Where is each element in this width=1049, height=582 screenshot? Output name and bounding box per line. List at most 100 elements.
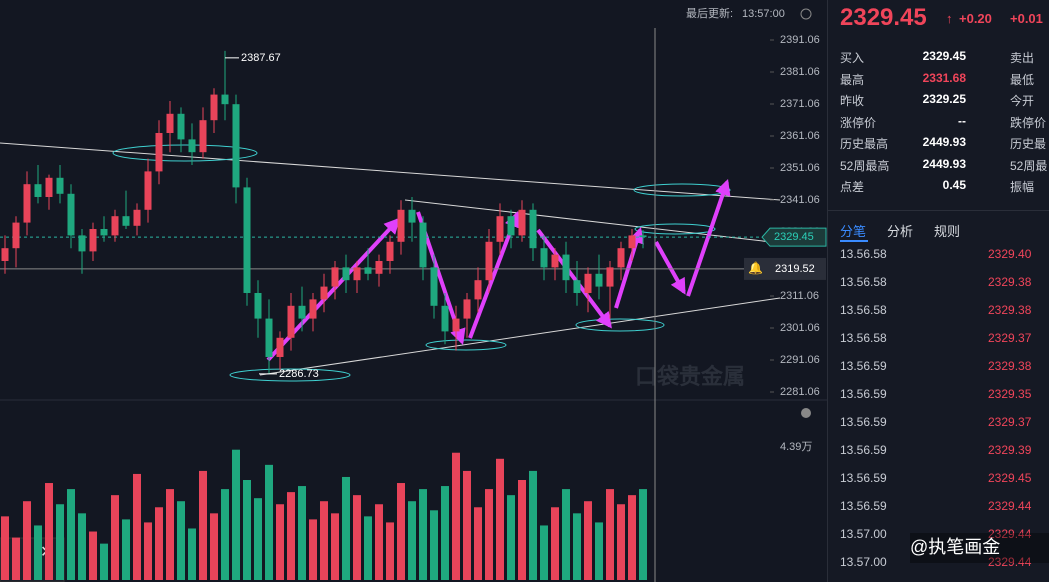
trade-price: 2329.37 bbox=[988, 331, 1032, 345]
volume-bar bbox=[265, 464, 273, 580]
y-tick-label: 2391.06 bbox=[780, 34, 820, 46]
volume-bar bbox=[342, 476, 350, 580]
trade-price: 2329.45 bbox=[988, 471, 1032, 485]
arrow bbox=[654, 241, 686, 295]
low-label: 2286.73 bbox=[279, 368, 319, 380]
candle-body bbox=[111, 216, 119, 236]
trade-time: 13.56.59 bbox=[840, 471, 887, 485]
trade-time: 13.56.58 bbox=[840, 303, 887, 317]
trade-time: 13.56.59 bbox=[840, 499, 887, 513]
candle-body bbox=[474, 280, 482, 300]
candle-body bbox=[419, 222, 427, 268]
volume-bar bbox=[496, 458, 504, 580]
trade-price: 2329.44 bbox=[988, 555, 1032, 569]
trend-line bbox=[404, 199, 781, 244]
volume-bar bbox=[364, 516, 372, 580]
trade-time: 13.56.59 bbox=[840, 415, 887, 429]
candle-body bbox=[243, 187, 251, 293]
candle-body bbox=[309, 299, 317, 319]
candle-body bbox=[573, 280, 581, 293]
trade-price: 2329.37 bbox=[988, 415, 1032, 429]
candle-body bbox=[232, 104, 240, 188]
candle-body bbox=[100, 228, 108, 236]
candle-body bbox=[342, 267, 350, 281]
volume-bar bbox=[56, 504, 64, 580]
row-value: 0.45 bbox=[942, 178, 966, 192]
watermark: 口袋贵金属 bbox=[635, 364, 745, 389]
quote-row: 历史最高 2449.93 历史最 bbox=[828, 131, 1049, 153]
volume-bar bbox=[408, 501, 416, 580]
volume-bar bbox=[595, 522, 603, 580]
close-icon[interactable] bbox=[801, 408, 811, 418]
row-label: 振幅 bbox=[1010, 180, 1035, 194]
row-label: 今开 bbox=[1010, 94, 1035, 108]
row-label: 跌停价 bbox=[1010, 115, 1047, 130]
row-label: 最高 bbox=[840, 72, 865, 87]
candle-body bbox=[133, 209, 141, 226]
candle-body bbox=[562, 254, 570, 281]
y-tick-label: 2351.06 bbox=[780, 162, 820, 174]
row-value: 2329.45 bbox=[922, 49, 966, 63]
candle-body bbox=[210, 94, 218, 121]
ellipse bbox=[112, 144, 258, 162]
arrow-up: ↑ bbox=[946, 11, 953, 26]
high-label: 2387.67 bbox=[241, 52, 281, 64]
trade-price: 2329.38 bbox=[988, 275, 1032, 289]
volume-bar bbox=[155, 507, 163, 580]
candle-body bbox=[298, 305, 306, 319]
volume-bar bbox=[89, 531, 97, 580]
trade-time: 13.56.58 bbox=[840, 247, 887, 261]
candle-body bbox=[584, 273, 592, 293]
trade-price: 2329.39 bbox=[988, 443, 1032, 457]
trade-time: 13.56.59 bbox=[840, 443, 887, 457]
refresh-icon[interactable] bbox=[800, 8, 812, 20]
trade-price: 2329.38 bbox=[988, 359, 1032, 373]
ellipse bbox=[229, 368, 351, 382]
volume-bar bbox=[430, 510, 438, 580]
candle-body bbox=[408, 209, 416, 223]
tab[interactable]: 分析 bbox=[887, 224, 914, 239]
candle-body bbox=[452, 318, 460, 332]
candle-body bbox=[276, 337, 284, 357]
volume-bar bbox=[210, 513, 218, 580]
credit: @执笔画金 bbox=[910, 533, 1049, 563]
volume-bar bbox=[606, 489, 614, 580]
volume-bar bbox=[485, 489, 493, 580]
candle-body bbox=[628, 235, 636, 249]
tab[interactable]: 分笔 bbox=[840, 224, 867, 239]
candle-body bbox=[12, 222, 20, 249]
volume-bar bbox=[617, 504, 625, 580]
candle-body bbox=[188, 139, 196, 153]
trade-time: 13.56.58 bbox=[840, 275, 887, 289]
candle-body bbox=[364, 267, 372, 274]
volume-bar bbox=[1, 516, 9, 580]
candle-body bbox=[375, 260, 383, 274]
volume-bar bbox=[331, 513, 339, 580]
row-value: 2329.25 bbox=[922, 92, 966, 106]
candle-body bbox=[353, 267, 361, 281]
volume-bar bbox=[177, 501, 185, 580]
candle-body bbox=[441, 305, 449, 332]
volume-bar bbox=[540, 525, 548, 580]
volume-bar bbox=[551, 507, 559, 580]
update-time: 13:57:00 bbox=[742, 8, 785, 20]
volume-bar bbox=[232, 449, 240, 580]
trade-time: 13.56.59 bbox=[840, 359, 887, 373]
candle-body bbox=[23, 184, 31, 223]
candle-body bbox=[155, 132, 163, 172]
volume-bar bbox=[276, 504, 284, 580]
row-label: 买入 bbox=[840, 51, 865, 65]
row-label: 历史最 bbox=[1010, 137, 1047, 151]
y-tick-label: 2311.06 bbox=[780, 290, 819, 302]
candle-body bbox=[485, 241, 493, 281]
candle-body bbox=[78, 235, 86, 252]
y-tick-label: 2291.06 bbox=[780, 354, 820, 366]
candle-body bbox=[551, 254, 559, 268]
candle-body bbox=[56, 177, 64, 194]
row-value: 2449.93 bbox=[922, 135, 966, 149]
volume-bar bbox=[452, 452, 460, 580]
quote-row: 昨收 2329.25 今开 bbox=[828, 88, 1049, 110]
tab[interactable]: 规则 bbox=[934, 224, 961, 239]
trade-price: 2329.44 bbox=[988, 527, 1032, 541]
